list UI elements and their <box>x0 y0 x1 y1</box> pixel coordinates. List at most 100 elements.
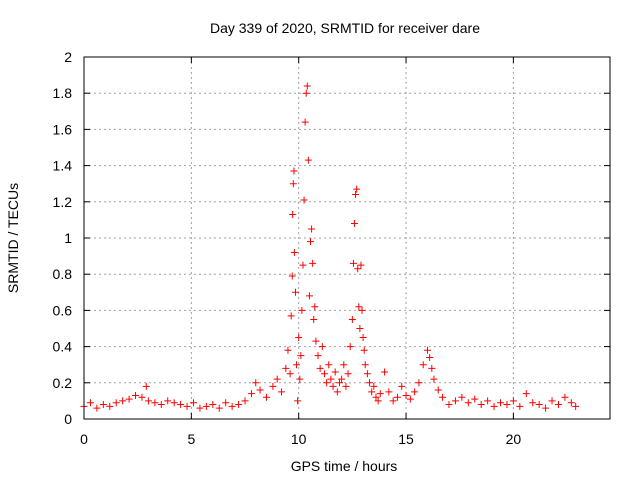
data-point <box>376 390 384 398</box>
data-point <box>320 370 328 378</box>
data-point <box>209 401 217 409</box>
data-point <box>348 315 356 323</box>
plot-frame <box>83 56 611 420</box>
data-point <box>164 397 172 405</box>
x-tick-label: 15 <box>398 431 414 447</box>
data-point <box>358 306 366 314</box>
data-point <box>430 375 438 383</box>
data-point <box>112 399 120 407</box>
data-point <box>309 259 317 267</box>
data-point <box>291 288 299 296</box>
data-point <box>106 402 114 410</box>
data-point <box>477 401 485 409</box>
data-point <box>451 397 459 405</box>
data-point <box>303 82 311 90</box>
data-point <box>290 167 298 175</box>
data-point <box>269 382 277 390</box>
data-point <box>325 361 333 369</box>
data-point <box>406 395 414 403</box>
data-point <box>445 401 453 409</box>
data-point <box>138 393 146 401</box>
data-point <box>290 248 298 256</box>
data-point <box>484 397 492 405</box>
data-point <box>354 265 362 273</box>
data-point <box>329 382 337 390</box>
y-tick-label: 0.4 <box>53 339 73 355</box>
data-point <box>402 391 410 399</box>
data-point <box>288 272 296 280</box>
data-point <box>177 401 185 409</box>
data-point <box>183 402 191 410</box>
y-tick-label: 1 <box>64 230 72 246</box>
data-point <box>428 364 436 372</box>
data-point <box>157 401 165 409</box>
data-point <box>497 399 505 407</box>
data-point <box>302 89 310 97</box>
y-tick-label: 0.6 <box>53 302 73 318</box>
data-point <box>86 399 94 407</box>
data-point <box>297 352 305 360</box>
data-point <box>374 397 382 405</box>
data-point <box>335 379 343 387</box>
data-point <box>304 156 312 164</box>
data-point <box>509 397 517 405</box>
data-point <box>522 390 530 398</box>
data-point <box>252 379 260 387</box>
data-point <box>310 315 318 323</box>
data-point <box>286 370 294 378</box>
data-point <box>458 393 466 401</box>
data-point <box>411 388 419 396</box>
data-point <box>464 399 472 407</box>
data-point <box>99 401 107 409</box>
data-point <box>331 368 339 376</box>
data-point <box>235 401 243 409</box>
data-point <box>490 402 498 410</box>
data-point <box>357 261 365 269</box>
data-point <box>424 346 432 354</box>
data-point <box>298 306 306 314</box>
data-point <box>170 399 178 407</box>
data-point <box>389 397 397 405</box>
data-point <box>151 399 159 407</box>
y-tick-label: 2 <box>64 49 72 65</box>
data-point <box>278 388 286 396</box>
data-point <box>307 238 315 246</box>
y-tick-label: 1.2 <box>53 194 73 210</box>
y-tick-label: 1.8 <box>53 85 73 101</box>
data-point <box>125 395 133 403</box>
data-point <box>299 261 307 269</box>
data-point <box>247 390 255 398</box>
data-point <box>289 210 297 218</box>
data-point <box>273 375 281 383</box>
data-point <box>295 334 303 342</box>
data-point <box>361 361 369 369</box>
data-point <box>142 382 150 390</box>
data-point <box>572 402 580 410</box>
data-point <box>300 196 308 204</box>
data-point <box>535 401 543 409</box>
data-point <box>318 343 326 351</box>
data-point <box>296 375 304 383</box>
data-point <box>262 393 270 401</box>
data-point <box>372 393 380 401</box>
data-point <box>327 375 335 383</box>
data-point <box>340 361 348 369</box>
data-point <box>311 303 319 311</box>
data-point <box>222 399 230 407</box>
data-point <box>132 391 140 399</box>
data-point <box>323 379 331 387</box>
data-point <box>312 337 320 345</box>
data-point <box>301 118 309 126</box>
data-point <box>419 361 427 369</box>
x-tick-label: 5 <box>187 431 195 447</box>
data-point <box>368 388 376 396</box>
data-point <box>346 343 354 351</box>
data-point <box>398 382 406 390</box>
data-point <box>256 386 264 394</box>
data-point <box>93 404 101 412</box>
data-point <box>349 259 357 267</box>
data-point <box>342 382 350 390</box>
data-point <box>202 402 210 410</box>
data-point <box>241 397 249 405</box>
data-point <box>333 388 341 396</box>
